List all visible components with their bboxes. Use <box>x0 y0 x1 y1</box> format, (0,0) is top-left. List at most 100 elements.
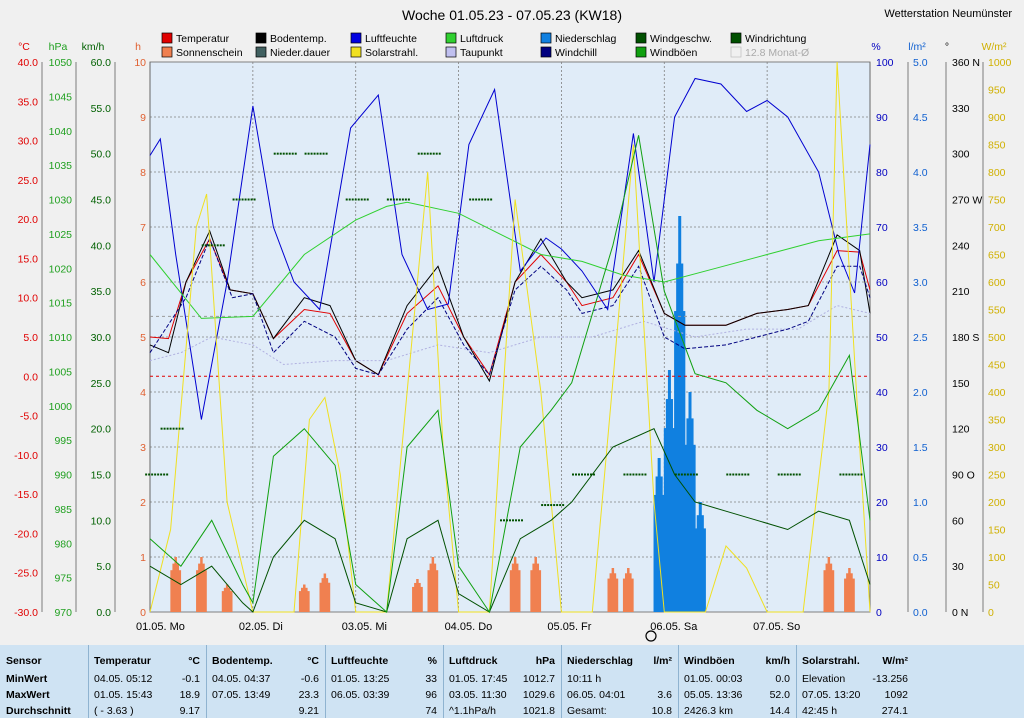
stats-cell: l/m² <box>653 655 672 667</box>
axis-tick-solar: 550 <box>988 305 1006 317</box>
wind-direction-dot <box>273 152 276 155</box>
axis-tick-solar: 150 <box>988 525 1006 537</box>
axis-units: °C hPa km/h h% l/m² ° W/m² <box>18 41 1007 53</box>
axis-tick-wind: 10.0 <box>91 515 112 527</box>
axis-tick-dir: 360 N <box>952 57 980 69</box>
stats-cell: -0.6 <box>300 673 319 685</box>
wind-direction-dot <box>695 473 698 476</box>
legend-swatch <box>350 32 362 44</box>
wind-direction-dot <box>559 504 562 507</box>
wind-direction-dot <box>553 504 556 507</box>
legend-swatch <box>540 46 552 58</box>
bar-niederschlag <box>702 528 706 612</box>
bar-sonnenschein <box>431 557 435 612</box>
axis-tick-rain: 3.0 <box>913 277 928 289</box>
stats-cell: Niederschlag <box>567 655 633 667</box>
bar-sonnenschein <box>204 570 207 612</box>
axis-tick-sun: 5 <box>140 332 146 344</box>
wind-direction-dot <box>160 427 163 430</box>
axis-tick-wind: 5.0 <box>96 561 111 573</box>
bar-niederschlag <box>686 418 690 612</box>
axis-tick-wind: 15.0 <box>91 470 112 482</box>
wind-direction-dot <box>786 473 789 476</box>
wind-direction-dot <box>798 473 801 476</box>
axis-tick-sun: 7 <box>140 222 146 234</box>
axis-tick-humidity: 80 <box>876 167 888 179</box>
bar-niederschlag <box>698 502 702 612</box>
stats-separator <box>443 645 444 718</box>
bar-sonnenschein <box>420 586 423 612</box>
bar-sonnenschein <box>515 563 519 612</box>
bar-sonnenschein <box>300 587 304 612</box>
stats-cell: Sensor <box>6 655 42 667</box>
stats-cell: 9.17 <box>179 705 200 717</box>
wind-direction-dot <box>398 198 401 201</box>
axis-tick-temp: 25.0 <box>18 175 39 187</box>
wind-direction-dot <box>304 152 307 155</box>
wind-direction-dot <box>572 473 574 476</box>
axis-tick-temp: -25.0 <box>14 568 38 580</box>
wind-direction-dot <box>550 504 553 507</box>
axis-tick-temp: 30.0 <box>18 136 39 148</box>
bar-sonnenschein <box>611 568 615 612</box>
stats-cell: Bodentemp. <box>212 655 273 667</box>
series-line-windchill <box>149 237 871 376</box>
axis-tick-humidity: 70 <box>876 222 888 234</box>
wind-direction-dot <box>783 473 786 476</box>
wind-direction-dot <box>839 473 842 476</box>
day-label: 07.05. So <box>753 621 800 633</box>
bar-sonnenschein <box>823 570 826 612</box>
bar-sonnenschein <box>609 573 613 612</box>
wind-direction-dot <box>738 473 741 476</box>
series-line-luftdruck <box>149 201 871 319</box>
axis-tick-solar: 950 <box>988 85 1006 97</box>
day-label: 01.05. Mo <box>136 621 185 633</box>
legend-label: Sonnenschein <box>176 47 243 59</box>
axis-tick-solar: 650 <box>988 250 1006 262</box>
wind-direction-dot <box>354 198 357 201</box>
bar-sonnenschein <box>427 570 430 612</box>
wind-direction-dot <box>777 473 780 476</box>
stats-cell: 01.05. 13:25 <box>331 673 390 685</box>
bar-sonnenschein <box>323 573 327 612</box>
bar-sonnenschein <box>198 563 201 612</box>
axis-tick-dir: 60 <box>952 515 964 527</box>
stats-cell: 01.05. 00:03 <box>684 673 743 685</box>
legend-swatch <box>540 32 552 44</box>
stats-cell: 01.05. 17:45 <box>449 673 508 685</box>
bar-sonnenschein <box>429 563 433 612</box>
wind-direction-dot <box>322 152 325 155</box>
stats-cell: 06.05. 03:39 <box>331 689 390 701</box>
stats-cell: MinWert <box>6 673 48 685</box>
line-series <box>145 61 871 614</box>
wind-direction-dot <box>417 152 420 155</box>
bar-sonnenschein <box>174 557 177 612</box>
axis-tick-humidity: 0 <box>876 607 882 619</box>
wind-direction-dot <box>276 152 279 155</box>
navigate-icon[interactable] <box>645 630 657 642</box>
wind-direction-dot <box>351 198 354 201</box>
wind-direction-dot <box>435 152 438 155</box>
bar-niederschlag <box>674 311 678 612</box>
bar-sonnenschein <box>416 579 419 612</box>
wind-direction-dot <box>166 427 169 430</box>
axis-tick-sun: 2 <box>140 497 146 509</box>
axis-tick-temp: -10.0 <box>14 450 38 462</box>
axis-tick-sun: 4 <box>140 387 146 399</box>
wind-direction-dot <box>587 473 589 476</box>
axis-tick-dir: 210 <box>952 286 970 298</box>
stats-column: Luftdruck hPa 01.05. 17:45 1012.7 03.05. 11:… <box>443 645 561 718</box>
axis-tick-rain: 4.5 <box>913 112 928 124</box>
axis-tick-temp: 0.0 <box>23 371 38 383</box>
axis-tick-pressure: 970 <box>54 607 72 619</box>
legend-label: Windböen <box>650 47 697 59</box>
stats-cell: MaxWert <box>6 689 50 701</box>
wind-direction-dot <box>735 473 738 476</box>
axis-tick-rain: 5.0 <box>913 57 928 69</box>
axis-unit-pressure: hPa <box>49 41 68 53</box>
stats-column: Bodentemp. °C 04.05. 04:37 -0.6 07.05. 13:49… <box>206 645 325 718</box>
wind-direction-dot <box>635 473 638 476</box>
axis-tick-pressure: 1045 <box>49 91 73 103</box>
series-line-windben <box>149 135 871 614</box>
legend-label: Bodentemp. <box>270 33 327 45</box>
